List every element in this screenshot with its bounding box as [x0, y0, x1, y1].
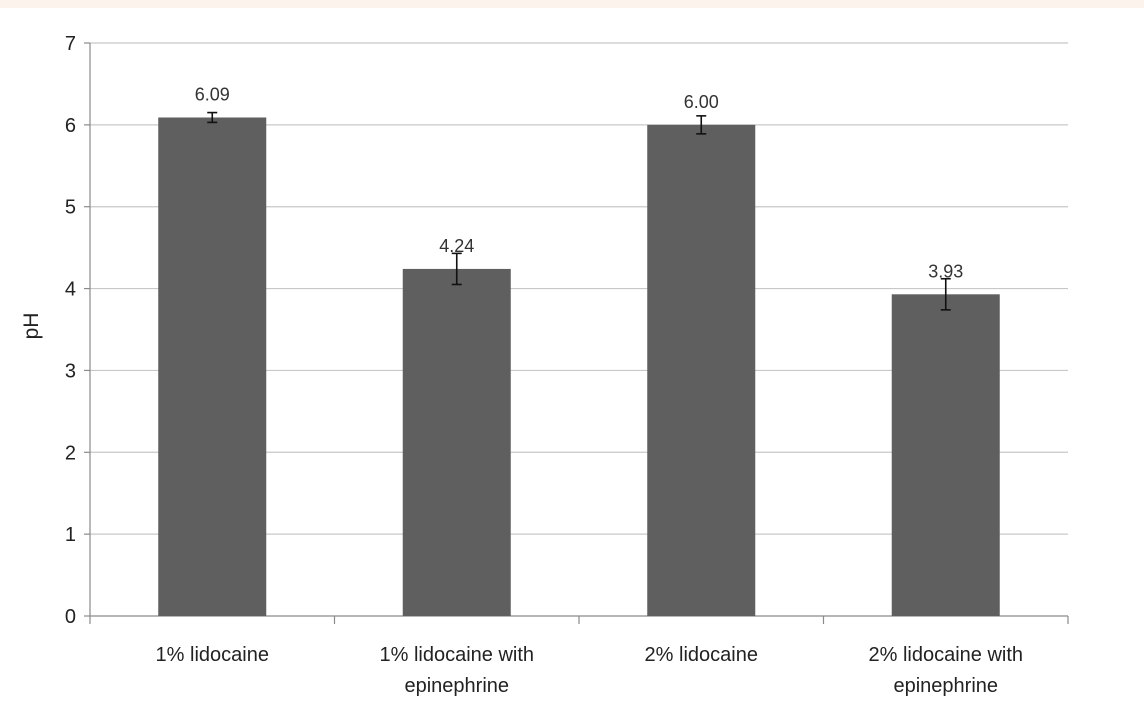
- y-tick-label-5: 5: [65, 197, 76, 219]
- bar-2: [647, 124, 756, 616]
- top-border: [0, 0, 1144, 8]
- y-tick-label-4: 4: [65, 279, 76, 301]
- y-tick-label-1: 1: [65, 524, 76, 546]
- category-label-2-0: 2% lidocaine: [645, 644, 758, 666]
- data-label-3: 3.93: [928, 261, 963, 281]
- data-label-0: 6.09: [195, 84, 230, 104]
- bar-3: [891, 294, 1000, 616]
- category-labels: 1% lidocaine 1% lidocaine with epinephrine…: [156, 644, 1023, 697]
- bar-1: [402, 268, 511, 616]
- y-tick-label-7: 7: [65, 33, 76, 55]
- data-labels: 6.09 4.24 6.00 3.93: [195, 84, 964, 281]
- category-label-1-1: epinephrine: [404, 675, 509, 697]
- y-tick-label-6: 6: [65, 115, 76, 137]
- y-tick-label-2: 2: [65, 442, 76, 464]
- category-label-0-0: 1% lidocaine: [156, 644, 269, 666]
- category-label-1-0: 1% lidocaine with: [379, 644, 534, 666]
- bars: [158, 117, 1000, 617]
- category-label-3-1: epinephrine: [893, 675, 998, 697]
- y-axis-title: pH: [20, 313, 43, 340]
- category-label-3-0: 2% lidocaine with: [868, 644, 1023, 666]
- bar-0: [158, 117, 267, 617]
- y-tick-labels: 0 1 2 3 4 5 6 7: [65, 33, 76, 628]
- error-bars: [207, 111, 951, 311]
- data-label-1: 4.24: [439, 236, 474, 256]
- y-tick-label-3: 3: [65, 360, 76, 382]
- y-tick-label-0: 0: [65, 606, 76, 628]
- data-label-2: 6.00: [684, 92, 719, 112]
